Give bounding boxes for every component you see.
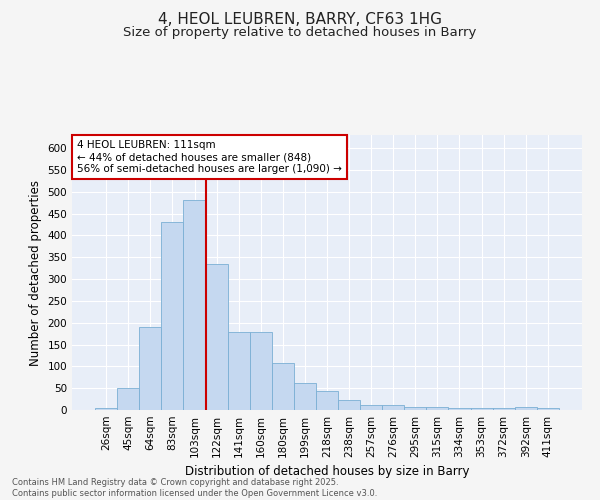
Bar — [139, 327, 161, 410]
Bar — [427, 406, 448, 410]
Bar — [448, 408, 470, 410]
Bar — [161, 222, 184, 410]
X-axis label: Distribution of detached houses by size in Barry: Distribution of detached houses by size … — [185, 466, 469, 478]
Bar — [382, 405, 404, 410]
Bar — [470, 408, 493, 410]
Y-axis label: Number of detached properties: Number of detached properties — [29, 180, 42, 366]
Bar — [206, 264, 227, 410]
Bar — [95, 408, 117, 410]
Bar — [338, 400, 360, 410]
Text: Contains HM Land Registry data © Crown copyright and database right 2025.
Contai: Contains HM Land Registry data © Crown c… — [12, 478, 377, 498]
Bar — [316, 391, 338, 410]
Bar — [250, 332, 272, 410]
Bar — [294, 383, 316, 410]
Bar — [493, 408, 515, 410]
Bar — [360, 405, 382, 410]
Bar — [117, 388, 139, 410]
Text: 4, HEOL LEUBREN, BARRY, CF63 1HG: 4, HEOL LEUBREN, BARRY, CF63 1HG — [158, 12, 442, 28]
Bar — [272, 363, 294, 410]
Text: Size of property relative to detached houses in Barry: Size of property relative to detached ho… — [124, 26, 476, 39]
Bar — [184, 200, 206, 410]
Bar — [227, 332, 250, 410]
Text: 4 HEOL LEUBREN: 111sqm
← 44% of detached houses are smaller (848)
56% of semi-de: 4 HEOL LEUBREN: 111sqm ← 44% of detached… — [77, 140, 342, 173]
Bar — [404, 406, 427, 410]
Bar — [537, 408, 559, 410]
Bar — [515, 407, 537, 410]
